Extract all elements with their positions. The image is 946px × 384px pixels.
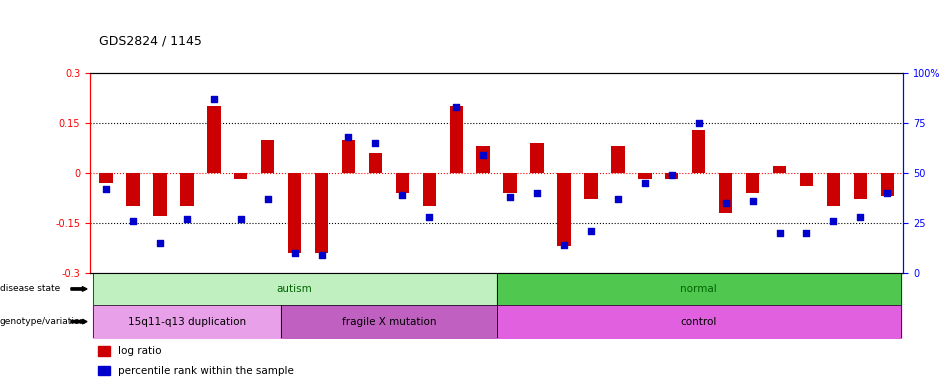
Point: [394, 192, 410, 198]
Point: [826, 218, 841, 224]
Point: [206, 96, 221, 102]
Bar: [799, 173, 814, 186]
Bar: [585, 173, 598, 199]
Bar: [881, 173, 894, 196]
Point: [798, 230, 814, 236]
Bar: [745, 173, 760, 193]
Bar: [827, 173, 840, 206]
Point: [584, 228, 599, 234]
Bar: [477, 146, 490, 173]
Text: normal: normal: [680, 284, 717, 294]
Point: [422, 214, 437, 220]
Bar: [261, 139, 274, 173]
Text: autism: autism: [277, 284, 312, 294]
Point: [98, 186, 114, 192]
Point: [610, 196, 625, 202]
Point: [233, 216, 248, 222]
Text: fragile X mutation: fragile X mutation: [342, 316, 436, 327]
Text: disease state: disease state: [0, 285, 61, 293]
Bar: [153, 173, 166, 216]
Point: [260, 196, 275, 202]
Point: [556, 242, 571, 248]
Bar: [342, 139, 355, 173]
Bar: [853, 173, 867, 199]
Point: [692, 120, 707, 126]
Bar: [369, 153, 382, 173]
Bar: [449, 106, 463, 173]
Point: [126, 218, 141, 224]
Bar: [126, 173, 140, 206]
Bar: [773, 166, 786, 173]
Bar: [99, 173, 113, 183]
Bar: [98, 366, 110, 375]
Point: [852, 214, 867, 220]
Bar: [665, 173, 678, 179]
Point: [772, 230, 787, 236]
Bar: [639, 173, 652, 179]
Point: [368, 140, 383, 146]
Bar: [180, 173, 194, 206]
Bar: [395, 173, 409, 193]
Point: [638, 180, 653, 186]
Bar: [557, 173, 570, 246]
Bar: [503, 173, 517, 193]
Bar: [207, 106, 220, 173]
Text: percentile rank within the sample: percentile rank within the sample: [118, 366, 294, 376]
Point: [476, 152, 491, 158]
Bar: [315, 173, 328, 253]
Point: [314, 252, 329, 258]
Bar: [234, 173, 248, 179]
Bar: [288, 173, 302, 253]
Point: [448, 104, 464, 110]
Bar: [692, 129, 706, 173]
Bar: [611, 146, 624, 173]
Point: [718, 200, 733, 206]
Text: 15q11-q13 duplication: 15q11-q13 duplication: [128, 316, 246, 327]
Point: [530, 190, 545, 196]
Point: [180, 216, 195, 222]
Bar: [423, 173, 436, 206]
Text: GDS2824 / 1145: GDS2824 / 1145: [99, 35, 202, 48]
Bar: [531, 143, 544, 173]
Point: [341, 134, 356, 140]
Point: [502, 194, 517, 200]
Point: [152, 240, 167, 246]
Bar: [98, 346, 110, 356]
Text: genotype/variation: genotype/variation: [0, 317, 86, 326]
Point: [745, 198, 761, 204]
Bar: [719, 173, 732, 213]
Point: [880, 190, 895, 196]
Point: [664, 172, 679, 178]
Point: [287, 250, 302, 256]
Text: control: control: [680, 316, 717, 327]
Text: log ratio: log ratio: [118, 346, 162, 356]
